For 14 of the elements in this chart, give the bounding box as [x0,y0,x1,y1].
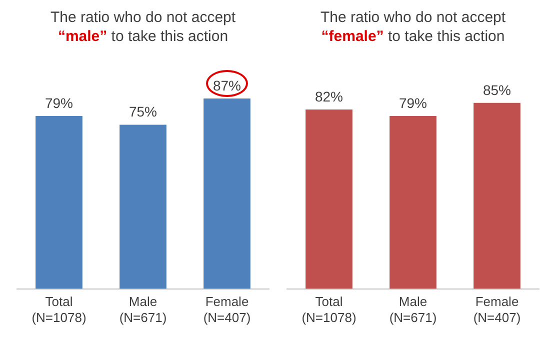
data-label: 75% [128,104,158,120]
data-label: 82% [314,88,344,104]
x-tick-label: Female (N=407) [203,294,251,325]
x-tick-label: Male (N=671) [389,294,437,325]
data-label: 79% [44,94,74,111]
data-label: 85% [482,82,512,98]
x-tick-label: Total (N=1078) [302,294,356,325]
data-label: 79% [398,94,428,111]
x-tick-label: Male (N=671) [119,294,167,325]
x-tick-label: Total (N=1078) [32,294,86,325]
x-tick-label: Female (N=407) [473,294,521,325]
data-label: 87% [212,77,242,94]
chart-title: The ratio who do not accept “male” to take this action [50,9,236,45]
chart-title: The ratio who do not accept “female” to take this action [320,9,506,45]
